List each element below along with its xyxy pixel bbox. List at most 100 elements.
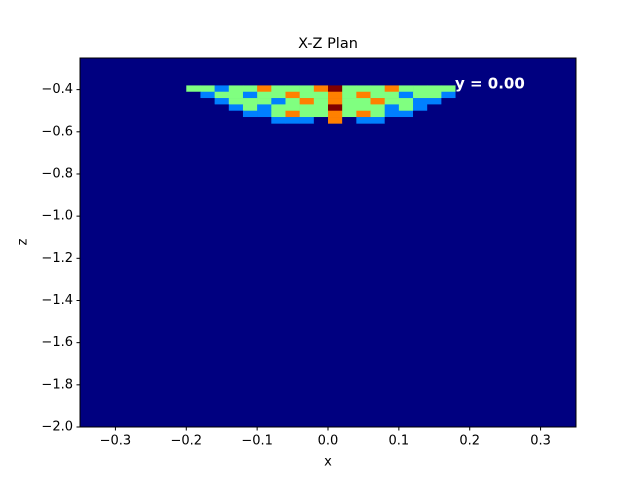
heatmap-cell	[342, 104, 357, 112]
heatmap-cell	[455, 85, 471, 93]
heatmap-cell	[356, 117, 371, 124]
x-tick-label: 0.1	[389, 434, 410, 449]
heatmap-cell	[285, 117, 300, 124]
heatmap-cell	[328, 85, 343, 93]
heatmap-cell	[271, 104, 286, 112]
heatmap-cell	[285, 104, 300, 112]
chart-title: X-Z Plan	[298, 36, 358, 52]
heatmap-cell	[299, 91, 315, 99]
heatmap-cell	[271, 91, 286, 99]
heatmap-cell	[356, 91, 371, 99]
heatmap-cell	[384, 117, 400, 124]
y-tick-label: −1.8	[41, 377, 73, 392]
heatmap-cell	[299, 110, 315, 118]
heatmap-cell	[328, 117, 343, 124]
heatmap-cell	[214, 104, 230, 112]
heatmap-cell	[313, 85, 329, 93]
x-tick-label: −0.2	[170, 434, 202, 449]
heatmap-cell	[398, 91, 414, 99]
heatmap-cell	[313, 98, 329, 105]
heatmap-cell	[370, 98, 385, 105]
x-tick-label: −0.3	[100, 434, 132, 449]
heatmap-cell	[413, 98, 428, 105]
heatmap-cell	[413, 110, 428, 118]
heatmap-cell	[370, 85, 385, 93]
heatmap-cell	[313, 91, 329, 99]
heatmap-cell	[214, 85, 230, 93]
heatmap-cell	[200, 98, 215, 105]
heatmap-cell	[441, 98, 456, 105]
heatmap-cell	[257, 110, 272, 118]
x-tick-label: −0.1	[241, 434, 273, 449]
heatmap-cell	[427, 91, 442, 99]
heatmap-cell	[455, 98, 471, 105]
y-axis-label: z	[16, 238, 31, 245]
heatmap-cell	[356, 98, 371, 105]
heatmap-cell	[342, 117, 357, 124]
heatmap-cell	[441, 104, 456, 112]
heatmap-cell	[228, 85, 244, 93]
heatmap-cell	[398, 104, 414, 112]
heatmap-cell	[441, 91, 456, 99]
y-tick-label: −0.8	[41, 166, 73, 181]
heatmap-cell	[257, 91, 272, 99]
heatmap-cell	[427, 85, 442, 93]
heatmap-cell	[328, 104, 343, 112]
y-tick-label: −1.4	[41, 293, 73, 308]
heatmap-cell	[186, 110, 201, 118]
heatmap-cell	[285, 85, 300, 93]
heatmap-cell	[441, 117, 456, 124]
heatmap-cell	[242, 98, 258, 105]
x-tick-label: 0.3	[530, 434, 551, 449]
heatmap-cell	[299, 104, 315, 112]
x-tick-label: 0.0	[318, 434, 339, 449]
heatmap-cell	[370, 104, 385, 112]
x-axis-label: x	[324, 455, 332, 470]
heatmap-cell	[398, 117, 414, 124]
heatmap-cell	[200, 104, 215, 112]
heatmap-cell	[242, 91, 258, 99]
heatmap-cell	[455, 110, 471, 118]
heatmap-cell	[214, 117, 230, 124]
heatmap-cell	[285, 98, 300, 105]
heatmap-cell	[328, 110, 343, 118]
heatmap-cell	[200, 91, 215, 99]
heatmap-cell	[299, 117, 315, 124]
heatmap-cell	[441, 85, 456, 93]
heatmap-cell	[257, 98, 272, 105]
heatmap-cell	[271, 117, 286, 124]
heatmap-cell	[342, 98, 357, 105]
heatmap-cell	[200, 85, 215, 93]
heatmap-cell	[257, 104, 272, 112]
x-tick-label: 0.2	[459, 434, 480, 449]
heatmap-cell	[413, 117, 428, 124]
heatmap-cell	[427, 110, 442, 118]
heatmap-cell	[356, 104, 371, 112]
heatmap-cell	[313, 117, 329, 124]
heatmap-cell	[398, 110, 414, 118]
heatmap-cell	[257, 117, 272, 124]
heatmap-cell	[285, 110, 300, 118]
heatmap-cell	[214, 91, 230, 99]
heatmap-cell	[370, 117, 385, 124]
heatmap-cell	[214, 98, 230, 105]
heatmap-cell	[356, 110, 371, 118]
heatmap-cell	[441, 110, 456, 118]
heatmap-cell	[427, 104, 442, 112]
heatmap-cell	[299, 85, 315, 93]
heatmap-cell	[342, 91, 357, 99]
heatmap-cell	[427, 117, 442, 124]
heatmap-cell	[328, 91, 343, 99]
heatmap-cell	[384, 110, 400, 118]
heatmap-cell	[242, 85, 258, 93]
heatmap-cell	[398, 85, 414, 93]
heatmap-cell	[228, 98, 244, 105]
heatmap-cell	[228, 104, 244, 112]
y-tick-label: −1.0	[41, 209, 73, 224]
heatmap-cell	[356, 85, 371, 93]
heatmap-cell	[413, 85, 428, 93]
heatmap-cell	[186, 85, 201, 93]
heatmap-cell	[285, 91, 300, 99]
heatmap-cell	[455, 117, 471, 124]
